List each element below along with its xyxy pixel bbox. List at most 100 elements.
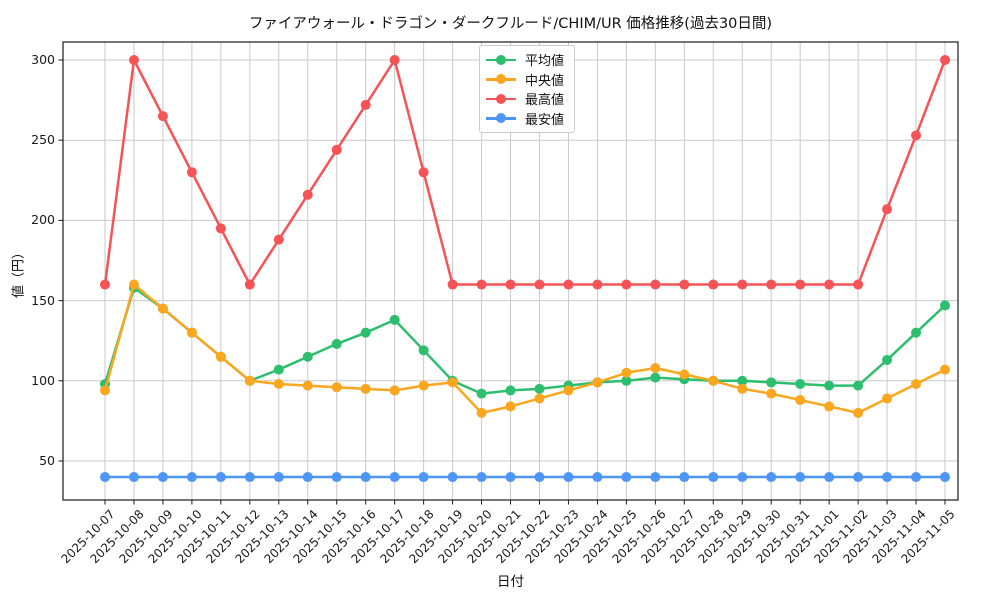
data-point (737, 472, 748, 483)
data-point (302, 380, 313, 391)
data-point (273, 364, 284, 375)
data-point (302, 472, 313, 483)
data-point (563, 279, 574, 290)
data-point (476, 279, 487, 290)
data-point (592, 472, 603, 483)
data-point (679, 369, 690, 380)
data-point (708, 279, 719, 290)
data-point (824, 279, 835, 290)
data-point (244, 279, 255, 290)
data-point (100, 385, 110, 396)
data-point (389, 55, 400, 65)
data-point (795, 395, 806, 406)
data-point (157, 111, 168, 122)
data-point (302, 351, 313, 362)
legend-dot-icon (496, 54, 506, 65)
data-point (911, 130, 922, 141)
x-axis-label: 日付 (497, 574, 524, 590)
data-point (795, 472, 806, 483)
data-point (679, 472, 690, 483)
data-point (737, 383, 748, 394)
data-point (505, 385, 516, 396)
data-point (128, 55, 139, 65)
data-point (273, 472, 284, 483)
legend-item-min: 最安値 (486, 109, 564, 129)
data-point (389, 314, 400, 325)
legend-dot-icon (496, 113, 506, 124)
data-point (157, 472, 168, 483)
data-point (824, 380, 835, 391)
data-point (273, 234, 284, 245)
data-point (418, 380, 429, 391)
legend-label: 平均値 (525, 54, 565, 70)
data-point (418, 167, 429, 178)
data-point (476, 472, 487, 483)
data-point (940, 55, 950, 65)
data-point (563, 472, 574, 483)
y-tick-label: 200 (31, 212, 55, 228)
data-point (360, 472, 371, 483)
data-point (592, 279, 603, 290)
data-point (476, 407, 487, 418)
data-point (650, 362, 661, 373)
data-point (128, 279, 139, 290)
data-point (244, 472, 255, 483)
chart-title: ファイアウォール・ドラゴン・ダークフルード/CHIM/UR 価格推移(過去30日… (248, 16, 773, 32)
plot-border (62, 41, 959, 501)
data-point (708, 375, 719, 386)
legend-marker-max (486, 93, 516, 104)
data-point (737, 375, 748, 386)
data-point (621, 472, 632, 483)
data-point (157, 303, 168, 314)
data-point (273, 379, 284, 390)
data-point (360, 327, 371, 338)
data-point (100, 279, 110, 290)
legend-label: 中央値 (525, 73, 565, 89)
data-point (824, 472, 835, 483)
y-tick-label: 250 (31, 132, 55, 148)
data-point (186, 167, 197, 178)
data-point (534, 383, 545, 394)
data-point (882, 393, 893, 404)
data-point (650, 372, 661, 383)
data-point (882, 472, 893, 483)
data-point (563, 385, 574, 396)
data-point (795, 379, 806, 390)
data-point (911, 379, 922, 390)
data-point (128, 472, 139, 483)
data-point (505, 472, 516, 483)
data-point (331, 338, 342, 349)
data-point (795, 279, 806, 290)
y-tick-label: 50 (39, 453, 55, 468)
data-point (708, 472, 719, 483)
data-point (766, 279, 777, 290)
data-point (621, 375, 632, 386)
data-point (215, 472, 226, 483)
data-point (737, 279, 748, 290)
data-point (882, 354, 893, 365)
y-tick-label: 100 (31, 372, 55, 388)
data-point (650, 472, 661, 483)
data-point (650, 279, 661, 290)
y-axis-label: 値（円） (11, 245, 27, 299)
data-point (882, 204, 893, 215)
data-point (331, 144, 342, 155)
data-point (621, 367, 632, 378)
data-point (100, 472, 110, 483)
data-point (853, 279, 864, 290)
data-point (215, 223, 226, 234)
data-point (853, 472, 864, 483)
data-point (447, 472, 458, 483)
legend-item-max: 最高値 (486, 89, 564, 109)
data-point (911, 472, 922, 483)
data-point (389, 385, 400, 396)
data-point (592, 377, 603, 388)
data-point (476, 388, 487, 399)
legend-item-average: 平均値 (486, 50, 564, 70)
data-point (940, 472, 950, 483)
data-point (940, 364, 950, 375)
data-point (534, 393, 545, 404)
data-point (360, 99, 371, 110)
